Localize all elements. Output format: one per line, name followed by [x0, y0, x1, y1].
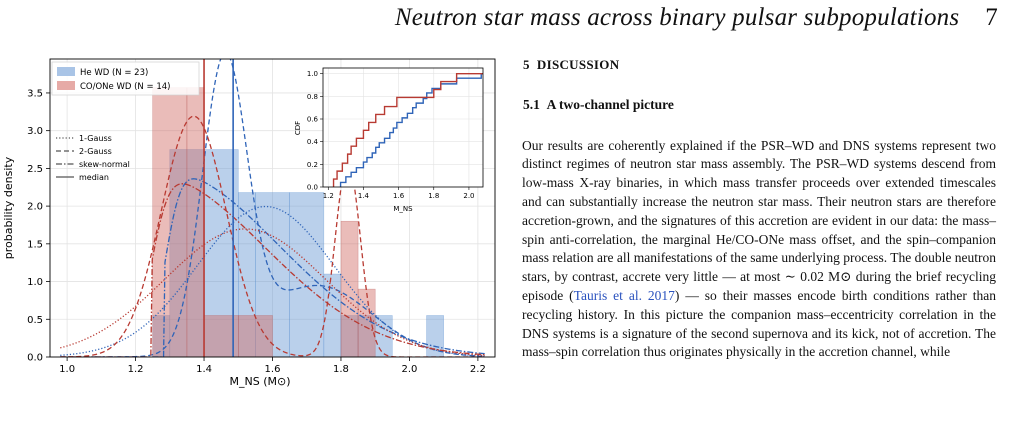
inset-frame: [322, 67, 484, 188]
y-tick-label: 1.5: [27, 239, 43, 250]
y-tick-label: 1.0: [27, 277, 43, 288]
legend-skew-label: skew-normal: [79, 160, 130, 169]
discussion-paragraph: Our results are coherently explained if …: [522, 137, 996, 363]
legend-1gauss-label: 1-Gauss: [79, 134, 112, 143]
median-lines: [203, 59, 234, 357]
running-header: Neutron star mass across binary pulsar s…: [395, 4, 998, 32]
y-tick-label: 0.0: [27, 353, 43, 364]
legend-median-label: median: [79, 173, 109, 182]
inset-x-tick-label: 1.8: [428, 192, 439, 200]
citation-link[interactable]: Tauris et al. 2017: [573, 287, 675, 303]
x-axis-label: M_NS (M⊙): [230, 375, 291, 388]
he-2gauss-curve: [60, 59, 485, 357]
section-heading: 5 DISCUSSION: [523, 56, 996, 75]
cdf-inset: 1.2 1.4 1.6 1.8 2.0 0.0 0.2 0.4 0.6 0.8 1.0 M_NS C…: [294, 67, 484, 213]
y-axis-label: probability density: [2, 156, 15, 259]
x-tick-label: 1.8: [333, 364, 349, 375]
inset-cdf-steps: [332, 72, 483, 187]
axis-ticks: 1.0 1.2 1.4 1.6 1.8 2.0 2.2 0.0 0.5 1.0 1.5 2.0 2.5 3…: [27, 88, 486, 375]
co-histogram-bar: [186, 87, 205, 357]
co-2gauss-curve: [60, 115, 485, 357]
inset-y-tick-label: 0.8: [307, 93, 318, 101]
legend-curves: 1-Gauss 2-Gauss skew-normal median: [56, 134, 130, 182]
co-histogram-bar: [340, 220, 359, 357]
legend-he-label: He WD (N = 23): [80, 68, 148, 78]
inset-x-tick-label: 1.4: [358, 192, 370, 200]
y-tick-label: 3.5: [27, 88, 43, 99]
x-tick-label: 2.0: [401, 364, 417, 375]
section-number: 5: [523, 57, 530, 72]
subsection-heading: 5.1 A two-channel picture: [523, 96, 996, 115]
legend-swatch-he: [57, 67, 75, 76]
x-tick-label: 1.0: [59, 364, 75, 375]
co-histogram-bar: [152, 87, 188, 357]
subsection-title: A two-channel picture: [546, 96, 674, 112]
inset-x-tick-label: 1.6: [393, 192, 405, 200]
inset-y-tick-label: 0.4: [307, 138, 319, 146]
co-cdf-step: [332, 72, 483, 187]
legend-co-label: CO/ONe WD (N = 14): [80, 82, 170, 92]
inset-ticks: 1.2 1.4 1.6 1.8 2.0 0.0 0.2 0.4 0.6 0.8 1.0: [307, 70, 475, 200]
inset-background: [323, 68, 483, 187]
discussion-column: 5 DISCUSSION 5.1 A two-channel picture O…: [522, 56, 996, 362]
inset-x-label: M_NS: [393, 205, 413, 213]
co-1gauss-curve: [60, 228, 485, 357]
figure-mass-distribution: 1.0 1.2 1.4 1.6 1.8 2.0 2.2 0.0 0.5 1.0 1.5 2.0 2.5 3…: [2, 58, 496, 388]
inset-y-tick-label: 0.6: [307, 116, 319, 124]
legend-swatch-co: [57, 81, 75, 90]
y-tick-label: 0.5: [27, 315, 43, 326]
y-tick-label: 3.0: [27, 126, 43, 137]
he-histogram-bar: [323, 273, 342, 357]
section-title: DISCUSSION: [536, 57, 620, 72]
legend-2gauss-label: 2-Gauss: [79, 147, 112, 156]
paragraph-text-a: Our results are coherently explained if …: [522, 137, 996, 303]
legend-frame: [51, 61, 200, 96]
he-skew-curve: [60, 178, 485, 357]
inset-y-label: CDF: [294, 121, 302, 135]
y-tick-label: 2.5: [27, 164, 43, 175]
inset-y-tick-label: 0.0: [307, 184, 318, 192]
inset-x-tick-label: 1.2: [323, 192, 334, 200]
he-histogram-bar: [289, 192, 325, 357]
subsection-number: 5.1: [523, 96, 540, 112]
legend-histogram: He WD (N = 23) CO/ONe WD (N = 14): [51, 61, 200, 96]
he-cdf-step: [339, 72, 483, 187]
co-histogram-bar: [238, 315, 273, 357]
inset-y-tick-label: 0.2: [307, 161, 318, 169]
x-tick-label: 2.2: [470, 364, 486, 375]
page-number: 7: [985, 4, 998, 31]
x-tick-label: 1.4: [196, 364, 212, 375]
y-tick-label: 2.0: [27, 202, 43, 213]
inset-x-tick-label: 2.0: [463, 192, 474, 200]
paragraph-text-b: ) — so their masses encode birth conditi…: [522, 287, 996, 360]
inset-y-tick-label: 1.0: [307, 70, 318, 78]
fit-curves: [60, 59, 485, 357]
running-title: Neutron star mass across binary pulsar s…: [394, 4, 960, 31]
x-tick-label: 1.6: [265, 364, 281, 375]
x-tick-label: 1.2: [128, 364, 144, 375]
he-1gauss-curve: [60, 205, 485, 357]
